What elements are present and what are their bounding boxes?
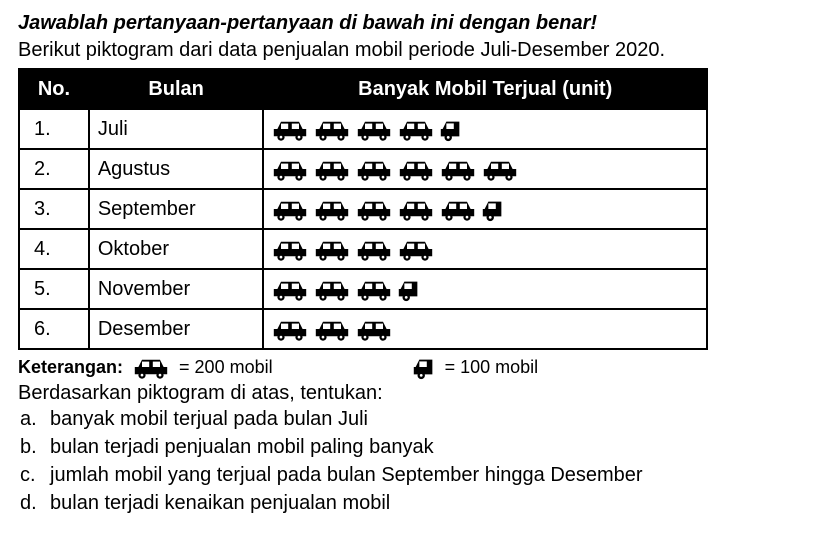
- cell-bulan: Juli: [89, 109, 264, 149]
- car-full-icon: [398, 156, 434, 182]
- legend-row: Keterangan: = 200 mobil = 100 mobil: [18, 354, 822, 380]
- cell-icons: [263, 109, 707, 149]
- cell-icons: [263, 309, 707, 349]
- car-full-icon: [356, 236, 392, 262]
- cell-icons: [263, 269, 707, 309]
- question-intro: Berdasarkan piktogram di atas, tentukan:: [18, 382, 822, 405]
- table-body: 1.Juli2.Agustus3.September4.Oktober5.Nov…: [19, 109, 707, 349]
- car-full-icon: [314, 116, 350, 142]
- header-bulan: Bulan: [89, 69, 264, 109]
- car-full-icon: [356, 116, 392, 142]
- car-full-icon: [314, 156, 350, 182]
- car-full-icon: [272, 236, 308, 262]
- cell-no: 6.: [19, 309, 89, 349]
- car-half-icon: [440, 116, 462, 142]
- table-row: 1.Juli: [19, 109, 707, 149]
- legend-full-text: = 200 mobil: [179, 357, 273, 378]
- table-row: 4.Oktober: [19, 229, 707, 269]
- pictogram-table: No. Bulan Banyak Mobil Terjual (unit) 1.…: [18, 68, 708, 350]
- question-text: bulan terjadi kenaikan penjualan mobil: [50, 489, 390, 517]
- question-marker: a.: [20, 405, 44, 433]
- cell-icons: [263, 229, 707, 269]
- car-full-icon: [482, 156, 518, 182]
- question-item: a.banyak mobil terjual pada bulan Juli: [20, 405, 822, 433]
- car-full-icon: [314, 276, 350, 302]
- table-header-row: No. Bulan Banyak Mobil Terjual (unit): [19, 69, 707, 109]
- legend-label: Keterangan:: [18, 357, 123, 378]
- header-no: No.: [19, 69, 89, 109]
- car-full-icon: [356, 276, 392, 302]
- car-full-icon: [133, 354, 169, 380]
- car-full-icon: [440, 156, 476, 182]
- car-full-icon: [356, 316, 392, 342]
- intro-text: Berikut piktogram dari data penjualan mo…: [18, 39, 822, 62]
- cell-no: 3.: [19, 189, 89, 229]
- table-row: 6.Desember: [19, 309, 707, 349]
- car-full-icon: [272, 156, 308, 182]
- car-full-icon: [356, 196, 392, 222]
- car-full-icon: [398, 196, 434, 222]
- question-item: c.jumlah mobil yang terjual pada bulan S…: [20, 461, 822, 489]
- car-half-icon: [413, 354, 435, 380]
- cell-no: 1.: [19, 109, 89, 149]
- instruction-title: Jawablah pertanyaan-pertanyaan di bawah …: [18, 12, 822, 35]
- cell-bulan: November: [89, 269, 264, 309]
- question-text: jumlah mobil yang terjual pada bulan Sep…: [50, 461, 643, 489]
- car-full-icon: [398, 116, 434, 142]
- car-full-icon: [356, 156, 392, 182]
- car-half-icon: [398, 276, 420, 302]
- car-full-icon: [272, 276, 308, 302]
- car-full-icon: [314, 236, 350, 262]
- question-text: banyak mobil terjual pada bulan Juli: [50, 405, 368, 433]
- car-full-icon: [314, 196, 350, 222]
- car-full-icon: [272, 116, 308, 142]
- header-icons: Banyak Mobil Terjual (unit): [263, 69, 707, 109]
- cell-bulan: Desember: [89, 309, 264, 349]
- question-item: d.bulan terjadi kenaikan penjualan mobil: [20, 489, 822, 517]
- question-marker: d.: [20, 489, 44, 517]
- car-half-icon: [482, 196, 504, 222]
- cell-bulan: Agustus: [89, 149, 264, 189]
- question-list: a.banyak mobil terjual pada bulan Julib.…: [20, 405, 822, 517]
- cell-no: 2.: [19, 149, 89, 189]
- car-full-icon: [272, 196, 308, 222]
- cell-no: 4.: [19, 229, 89, 269]
- question-marker: b.: [20, 433, 44, 461]
- table-row: 3.September: [19, 189, 707, 229]
- car-full-icon: [314, 316, 350, 342]
- table-row: 2.Agustus: [19, 149, 707, 189]
- car-full-icon: [440, 196, 476, 222]
- cell-bulan: Oktober: [89, 229, 264, 269]
- legend-half-text: = 100 mobil: [445, 357, 539, 378]
- cell-no: 5.: [19, 269, 89, 309]
- question-item: b.bulan terjadi penjualan mobil paling b…: [20, 433, 822, 461]
- cell-icons: [263, 149, 707, 189]
- cell-icons: [263, 189, 707, 229]
- table-row: 5.November: [19, 269, 707, 309]
- question-text: bulan terjadi penjualan mobil paling ban…: [50, 433, 434, 461]
- car-full-icon: [398, 236, 434, 262]
- question-marker: c.: [20, 461, 44, 489]
- car-full-icon: [272, 316, 308, 342]
- cell-bulan: September: [89, 189, 264, 229]
